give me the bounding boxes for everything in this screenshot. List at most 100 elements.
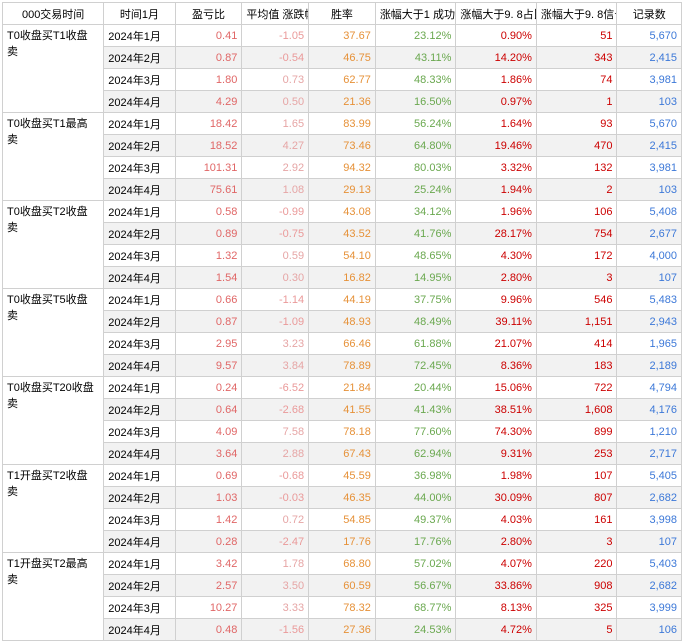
pl-cell: 2.57 bbox=[175, 575, 242, 597]
win-cell: 21.36 bbox=[309, 91, 376, 113]
avg-cell: 2.92 bbox=[242, 157, 309, 179]
succ-cell: 80.03% bbox=[375, 157, 456, 179]
table-row: 2024年4月1.540.3016.8214.95%2.80%3107 bbox=[3, 267, 682, 289]
succ-cell: 48.49% bbox=[375, 311, 456, 333]
avg-cell: 0.50 bbox=[242, 91, 309, 113]
pl-cell: 0.87 bbox=[175, 47, 242, 69]
win-cell: 46.75 bbox=[309, 47, 376, 69]
ratio-cell: 4.03% bbox=[456, 509, 537, 531]
signal-cell: 183 bbox=[536, 355, 617, 377]
pl-cell: 0.28 bbox=[175, 531, 242, 553]
count-cell: 5,403 bbox=[617, 553, 682, 575]
win-cell: 66.46 bbox=[309, 333, 376, 355]
ratio-cell: 74.30% bbox=[456, 421, 537, 443]
succ-cell: 41.43% bbox=[375, 399, 456, 421]
table-row: 2024年3月4.097.5878.1877.60%74.30%8991,210 bbox=[3, 421, 682, 443]
count-cell: 103 bbox=[617, 91, 682, 113]
pl-cell: 0.89 bbox=[175, 223, 242, 245]
avg-cell: 3.33 bbox=[242, 597, 309, 619]
table-row: 2024年3月101.312.9294.3280.03%3.32%1323,98… bbox=[3, 157, 682, 179]
table-row: 2024年4月75.611.0829.1325.24%1.94%2103 bbox=[3, 179, 682, 201]
table-row: 2024年4月0.28-2.4717.7617.76%2.80%3107 bbox=[3, 531, 682, 553]
count-cell: 107 bbox=[617, 267, 682, 289]
signal-cell: 414 bbox=[536, 333, 617, 355]
count-cell: 1,965 bbox=[617, 333, 682, 355]
succ-cell: 16.50% bbox=[375, 91, 456, 113]
avg-cell: 1.08 bbox=[242, 179, 309, 201]
pl-cell: 2.95 bbox=[175, 333, 242, 355]
time-cell: 2024年4月 bbox=[104, 619, 175, 641]
signal-cell: 722 bbox=[536, 377, 617, 399]
time-cell: 2024年1月 bbox=[104, 201, 175, 223]
header-month: 时间1月 bbox=[104, 3, 175, 25]
avg-cell: 1.78 bbox=[242, 553, 309, 575]
time-cell: 2024年3月 bbox=[104, 245, 175, 267]
count-cell: 106 bbox=[617, 619, 682, 641]
count-cell: 5,670 bbox=[617, 25, 682, 47]
avg-cell: -0.54 bbox=[242, 47, 309, 69]
time-cell: 2024年3月 bbox=[104, 69, 175, 91]
signal-cell: 74 bbox=[536, 69, 617, 91]
pl-cell: 1.32 bbox=[175, 245, 242, 267]
succ-cell: 14.95% bbox=[375, 267, 456, 289]
signal-cell: 908 bbox=[536, 575, 617, 597]
count-cell: 4,794 bbox=[617, 377, 682, 399]
avg-cell: -2.47 bbox=[242, 531, 309, 553]
succ-cell: 72.45% bbox=[375, 355, 456, 377]
header-ratio: 涨幅大于9. 8占比 bbox=[456, 3, 537, 25]
signal-cell: 220 bbox=[536, 553, 617, 575]
succ-cell: 20.44% bbox=[375, 377, 456, 399]
time-cell: 2024年4月 bbox=[104, 355, 175, 377]
win-cell: 78.89 bbox=[309, 355, 376, 377]
succ-cell: 36.98% bbox=[375, 465, 456, 487]
pl-cell: 4.29 bbox=[175, 91, 242, 113]
count-cell: 2,943 bbox=[617, 311, 682, 333]
time-cell: 2024年4月 bbox=[104, 91, 175, 113]
ratio-cell: 30.09% bbox=[456, 487, 537, 509]
signal-cell: 172 bbox=[536, 245, 617, 267]
count-cell: 5,670 bbox=[617, 113, 682, 135]
avg-cell: 3.50 bbox=[242, 575, 309, 597]
header-count: 记录数 bbox=[617, 3, 682, 25]
win-cell: 29.13 bbox=[309, 179, 376, 201]
count-cell: 4,000 bbox=[617, 245, 682, 267]
pl-cell: 10.27 bbox=[175, 597, 242, 619]
table-row: 2024年2月18.524.2773.4664.80%19.46%4702,41… bbox=[3, 135, 682, 157]
signal-cell: 754 bbox=[536, 223, 617, 245]
count-cell: 2,682 bbox=[617, 487, 682, 509]
succ-cell: 49.37% bbox=[375, 509, 456, 531]
signal-cell: 325 bbox=[536, 597, 617, 619]
ratio-cell: 4.72% bbox=[456, 619, 537, 641]
header-win: 胜率 bbox=[309, 3, 376, 25]
time-cell: 2024年1月 bbox=[104, 289, 175, 311]
win-cell: 54.10 bbox=[309, 245, 376, 267]
avg-cell: 0.59 bbox=[242, 245, 309, 267]
signal-cell: 51 bbox=[536, 25, 617, 47]
time-cell: 2024年2月 bbox=[104, 135, 175, 157]
pl-cell: 18.42 bbox=[175, 113, 242, 135]
group-label: T0收盘买T1收盘 卖 bbox=[3, 25, 104, 113]
time-cell: 2024年1月 bbox=[104, 377, 175, 399]
time-cell: 2024年2月 bbox=[104, 487, 175, 509]
succ-cell: 48.65% bbox=[375, 245, 456, 267]
ratio-cell: 4.07% bbox=[456, 553, 537, 575]
time-cell: 2024年4月 bbox=[104, 179, 175, 201]
signal-cell: 2 bbox=[536, 179, 617, 201]
table-row: 2024年4月9.573.8478.8972.45%8.36%1832,189 bbox=[3, 355, 682, 377]
win-cell: 16.82 bbox=[309, 267, 376, 289]
succ-cell: 56.24% bbox=[375, 113, 456, 135]
pl-cell: 0.69 bbox=[175, 465, 242, 487]
ratio-cell: 9.96% bbox=[456, 289, 537, 311]
win-cell: 17.76 bbox=[309, 531, 376, 553]
signal-cell: 546 bbox=[536, 289, 617, 311]
signal-cell: 132 bbox=[536, 157, 617, 179]
signal-cell: 3 bbox=[536, 531, 617, 553]
win-cell: 44.19 bbox=[309, 289, 376, 311]
win-cell: 43.08 bbox=[309, 201, 376, 223]
pl-cell: 0.24 bbox=[175, 377, 242, 399]
count-cell: 2,415 bbox=[617, 135, 682, 157]
count-cell: 3,981 bbox=[617, 69, 682, 91]
count-cell: 5,483 bbox=[617, 289, 682, 311]
count-cell: 2,717 bbox=[617, 443, 682, 465]
signal-cell: 1,608 bbox=[536, 399, 617, 421]
